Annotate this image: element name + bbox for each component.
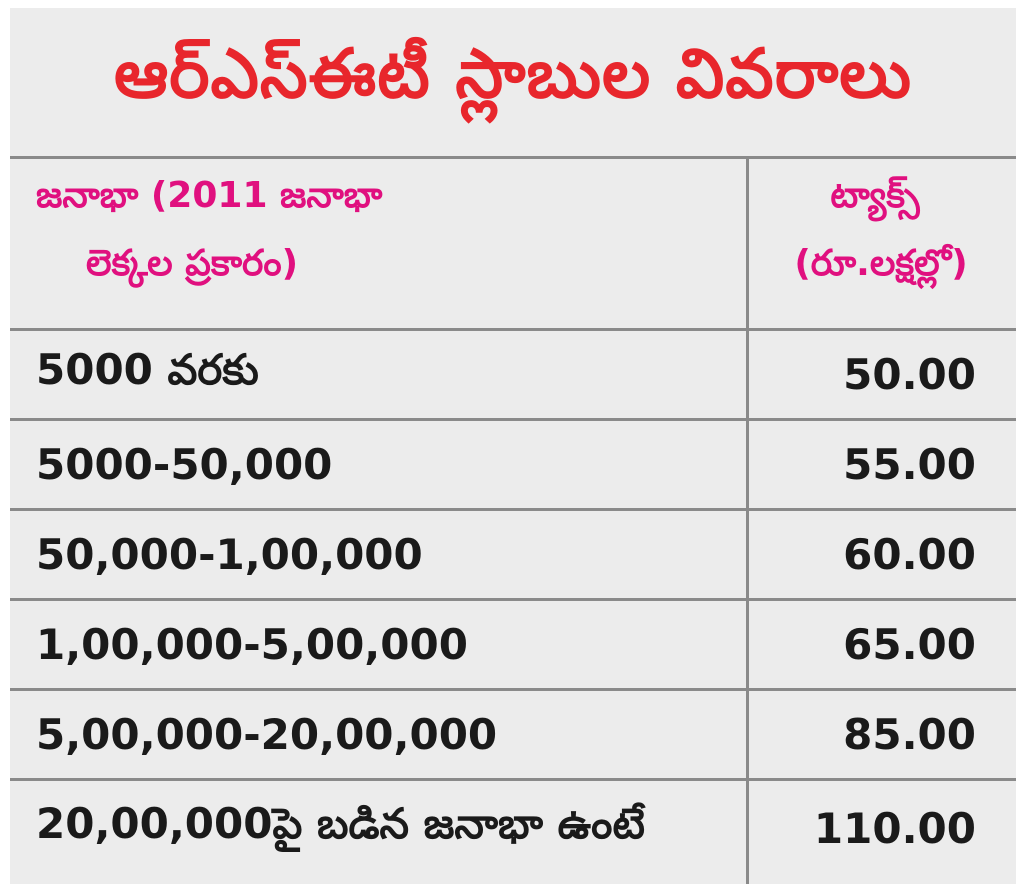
divider [10,598,1016,601]
population-cell: 1,00,000-5,00,000 [36,620,468,669]
tax-cell: 65.00 [843,620,976,669]
tax-cell: 85.00 [843,710,976,759]
population-cell: 5000 వరకు [36,344,259,394]
population-cell: 50,000-1,00,000 [36,530,423,579]
table-title: ఆర్‌ఎస్‌ఈటీ స్లాబుల వివరాలు [113,34,913,114]
population-header-line2: లెక్కల ప్రకారం) [86,243,299,284]
divider [10,328,1016,331]
divider [10,508,1016,511]
divider [10,156,1016,159]
population-header-line1: జనాభా (2011 జనాభా [36,175,383,216]
tax-header-line1: ట్యాక్స్ [830,175,920,216]
column-divider [746,156,749,884]
population-cell: 5000-50,000 [36,440,333,489]
tax-cell: 55.00 [843,440,976,489]
divider [10,418,1016,421]
divider [10,778,1016,781]
tax-cell: 60.00 [843,530,976,579]
tax-slab-table-card: ఆర్‌ఎస్‌ఈటీ స్లాబుల వివరాలు జనాభా (2011 … [10,8,1016,884]
tax-header-line2: (రూ.లక్షల్లో) [794,243,968,284]
tax-cell: 110.00 [813,804,976,853]
population-cell: 5,00,000-20,00,000 [36,710,498,759]
divider [10,688,1016,691]
population-cell: 20,00,000పై బడిన జనాభా ఉంటే [36,798,645,848]
tax-cell: 50.00 [843,350,976,399]
